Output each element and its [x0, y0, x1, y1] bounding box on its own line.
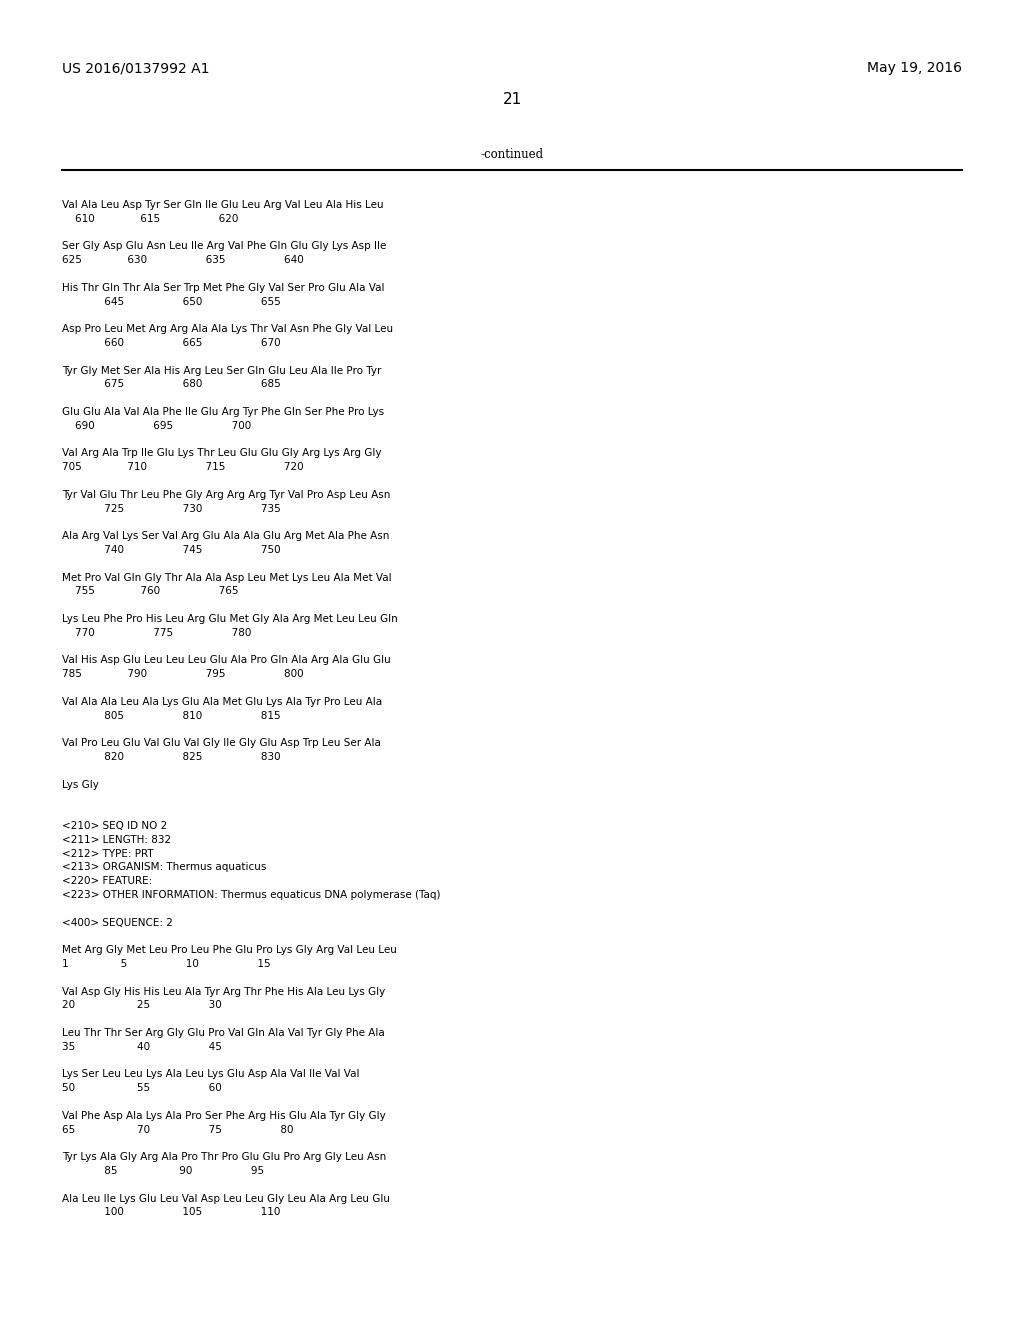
- Text: Ser Gly Asp Glu Asn Leu Ile Arg Val Phe Gln Glu Gly Lys Asp Ile: Ser Gly Asp Glu Asn Leu Ile Arg Val Phe …: [62, 242, 386, 251]
- Text: 645                  650                  655: 645 650 655: [62, 297, 281, 306]
- Text: 805                  810                  815: 805 810 815: [62, 710, 281, 721]
- Text: <212> TYPE: PRT: <212> TYPE: PRT: [62, 849, 154, 858]
- Text: 660                  665                  670: 660 665 670: [62, 338, 281, 348]
- Text: Lys Leu Phe Pro His Leu Arg Glu Met Gly Ala Arg Met Leu Leu Gln: Lys Leu Phe Pro His Leu Arg Glu Met Gly …: [62, 614, 397, 624]
- Text: Met Arg Gly Met Leu Pro Leu Phe Glu Pro Lys Gly Arg Val Leu Leu: Met Arg Gly Met Leu Pro Leu Phe Glu Pro …: [62, 945, 397, 956]
- Text: Val His Asp Glu Leu Leu Leu Glu Ala Pro Gln Ala Arg Ala Glu Glu: Val His Asp Glu Leu Leu Leu Glu Ala Pro …: [62, 656, 391, 665]
- Text: Ala Leu Ile Lys Glu Leu Val Asp Leu Leu Gly Leu Ala Arg Leu Glu: Ala Leu Ile Lys Glu Leu Val Asp Leu Leu …: [62, 1193, 390, 1204]
- Text: <210> SEQ ID NO 2: <210> SEQ ID NO 2: [62, 821, 167, 832]
- Text: <223> OTHER INFORMATION: Thermus equaticus DNA polymerase (Taq): <223> OTHER INFORMATION: Thermus equatic…: [62, 890, 440, 900]
- Text: 65                   70                  75                  80: 65 70 75 80: [62, 1125, 294, 1135]
- Text: 785              790                  795                  800: 785 790 795 800: [62, 669, 304, 680]
- Text: <213> ORGANISM: Thermus aquaticus: <213> ORGANISM: Thermus aquaticus: [62, 862, 266, 873]
- Text: Leu Thr Thr Ser Arg Gly Glu Pro Val Gln Ala Val Tyr Gly Phe Ala: Leu Thr Thr Ser Arg Gly Glu Pro Val Gln …: [62, 1028, 385, 1038]
- Text: Glu Glu Ala Val Ala Phe Ile Glu Arg Tyr Phe Gln Ser Phe Pro Lys: Glu Glu Ala Val Ala Phe Ile Glu Arg Tyr …: [62, 407, 384, 417]
- Text: Val Ala Ala Leu Ala Lys Glu Ala Met Glu Lys Ala Tyr Pro Leu Ala: Val Ala Ala Leu Ala Lys Glu Ala Met Glu …: [62, 697, 382, 706]
- Text: 625              630                  635                  640: 625 630 635 640: [62, 255, 304, 265]
- Text: 21: 21: [503, 92, 521, 107]
- Text: Tyr Val Glu Thr Leu Phe Gly Arg Arg Arg Tyr Val Pro Asp Leu Asn: Tyr Val Glu Thr Leu Phe Gly Arg Arg Arg …: [62, 490, 390, 500]
- Text: 725                  730                  735: 725 730 735: [62, 504, 281, 513]
- Text: Asp Pro Leu Met Arg Arg Ala Ala Lys Thr Val Asn Phe Gly Val Leu: Asp Pro Leu Met Arg Arg Ala Ala Lys Thr …: [62, 325, 393, 334]
- Text: Lys Ser Leu Leu Lys Ala Leu Lys Glu Asp Ala Val Ile Val Val: Lys Ser Leu Leu Lys Ala Leu Lys Glu Asp …: [62, 1069, 359, 1080]
- Text: Tyr Lys Ala Gly Arg Ala Pro Thr Pro Glu Glu Pro Arg Gly Leu Asn: Tyr Lys Ala Gly Arg Ala Pro Thr Pro Glu …: [62, 1152, 386, 1162]
- Text: Lys Gly: Lys Gly: [62, 780, 99, 789]
- Text: His Thr Gln Thr Ala Ser Trp Met Phe Gly Val Ser Pro Glu Ala Val: His Thr Gln Thr Ala Ser Trp Met Phe Gly …: [62, 282, 384, 293]
- Text: <211> LENGTH: 832: <211> LENGTH: 832: [62, 834, 171, 845]
- Text: 610              615                  620: 610 615 620: [62, 214, 239, 224]
- Text: 1                5                  10                  15: 1 5 10 15: [62, 960, 270, 969]
- Text: <220> FEATURE:: <220> FEATURE:: [62, 876, 153, 886]
- Text: Val Phe Asp Ala Lys Ala Pro Ser Phe Arg His Glu Ala Tyr Gly Gly: Val Phe Asp Ala Lys Ala Pro Ser Phe Arg …: [62, 1111, 386, 1121]
- Text: 675                  680                  685: 675 680 685: [62, 379, 281, 389]
- Text: May 19, 2016: May 19, 2016: [867, 61, 962, 75]
- Text: Val Arg Ala Trp Ile Glu Lys Thr Leu Glu Glu Gly Arg Lys Arg Gly: Val Arg Ala Trp Ile Glu Lys Thr Leu Glu …: [62, 449, 382, 458]
- Text: Tyr Gly Met Ser Ala His Arg Leu Ser Gln Glu Leu Ala Ile Pro Tyr: Tyr Gly Met Ser Ala His Arg Leu Ser Gln …: [62, 366, 381, 376]
- Text: Ala Arg Val Lys Ser Val Arg Glu Ala Ala Glu Arg Met Ala Phe Asn: Ala Arg Val Lys Ser Val Arg Glu Ala Ala …: [62, 531, 389, 541]
- Text: Val Pro Leu Glu Val Glu Val Gly Ile Gly Glu Asp Trp Leu Ser Ala: Val Pro Leu Glu Val Glu Val Gly Ile Gly …: [62, 738, 381, 748]
- Text: 35                   40                  45: 35 40 45: [62, 1041, 222, 1052]
- Text: 690                  695                  700: 690 695 700: [62, 421, 251, 430]
- Text: 755              760                  765: 755 760 765: [62, 586, 239, 597]
- Text: 50                   55                  60: 50 55 60: [62, 1084, 222, 1093]
- Text: 770                  775                  780: 770 775 780: [62, 628, 251, 638]
- Text: 85                   90                  95: 85 90 95: [62, 1166, 264, 1176]
- Text: 740                  745                  750: 740 745 750: [62, 545, 281, 554]
- Text: 705              710                  715                  720: 705 710 715 720: [62, 462, 304, 473]
- Text: -continued: -continued: [480, 149, 544, 161]
- Text: 20                   25                  30: 20 25 30: [62, 1001, 222, 1010]
- Text: 100                  105                  110: 100 105 110: [62, 1208, 281, 1217]
- Text: Val Ala Leu Asp Tyr Ser Gln Ile Glu Leu Arg Val Leu Ala His Leu: Val Ala Leu Asp Tyr Ser Gln Ile Glu Leu …: [62, 201, 384, 210]
- Text: <400> SEQUENCE: 2: <400> SEQUENCE: 2: [62, 917, 173, 928]
- Text: Val Asp Gly His His Leu Ala Tyr Arg Thr Phe His Ala Leu Lys Gly: Val Asp Gly His His Leu Ala Tyr Arg Thr …: [62, 986, 385, 997]
- Text: Met Pro Val Gln Gly Thr Ala Ala Asp Leu Met Lys Leu Ala Met Val: Met Pro Val Gln Gly Thr Ala Ala Asp Leu …: [62, 573, 391, 582]
- Text: 820                  825                  830: 820 825 830: [62, 752, 281, 762]
- Text: US 2016/0137992 A1: US 2016/0137992 A1: [62, 61, 210, 75]
